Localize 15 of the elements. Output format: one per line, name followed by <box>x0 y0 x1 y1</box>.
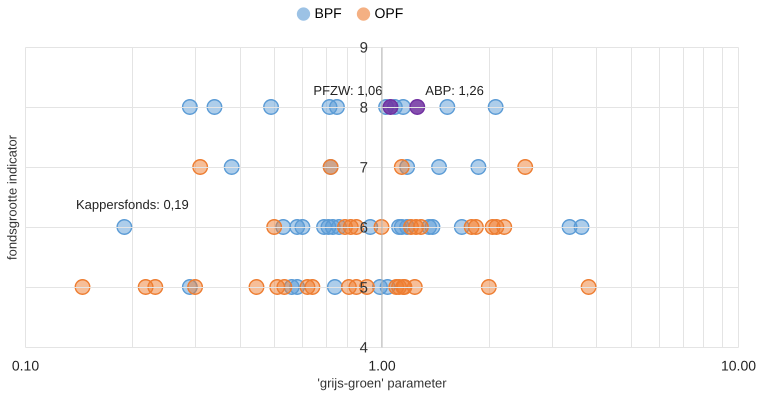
legend-label: OPF <box>374 5 404 22</box>
x-tick-label: 1.00 <box>368 358 396 374</box>
x-tick-label: 0.10 <box>12 358 40 374</box>
x-tick-label: 10.00 <box>720 358 756 374</box>
legend-label: BPF <box>314 5 342 22</box>
y-tick-label: 8 <box>360 100 368 116</box>
annotation: ABP: 1,26 <box>425 83 484 98</box>
annotation: Kappersfonds: 0,19 <box>76 197 189 212</box>
y-tick-label: 5 <box>360 280 368 296</box>
y-tick-label: 4 <box>360 340 368 356</box>
y-tick-label: 9 <box>360 40 368 56</box>
y-axis-title: fondsgrootte indicator <box>4 134 20 260</box>
y-tick-label: 7 <box>360 160 368 176</box>
annotation: PFZW: 1,06 <box>313 83 383 98</box>
x-axis-title: 'grijs-groen' parameter <box>317 376 448 390</box>
